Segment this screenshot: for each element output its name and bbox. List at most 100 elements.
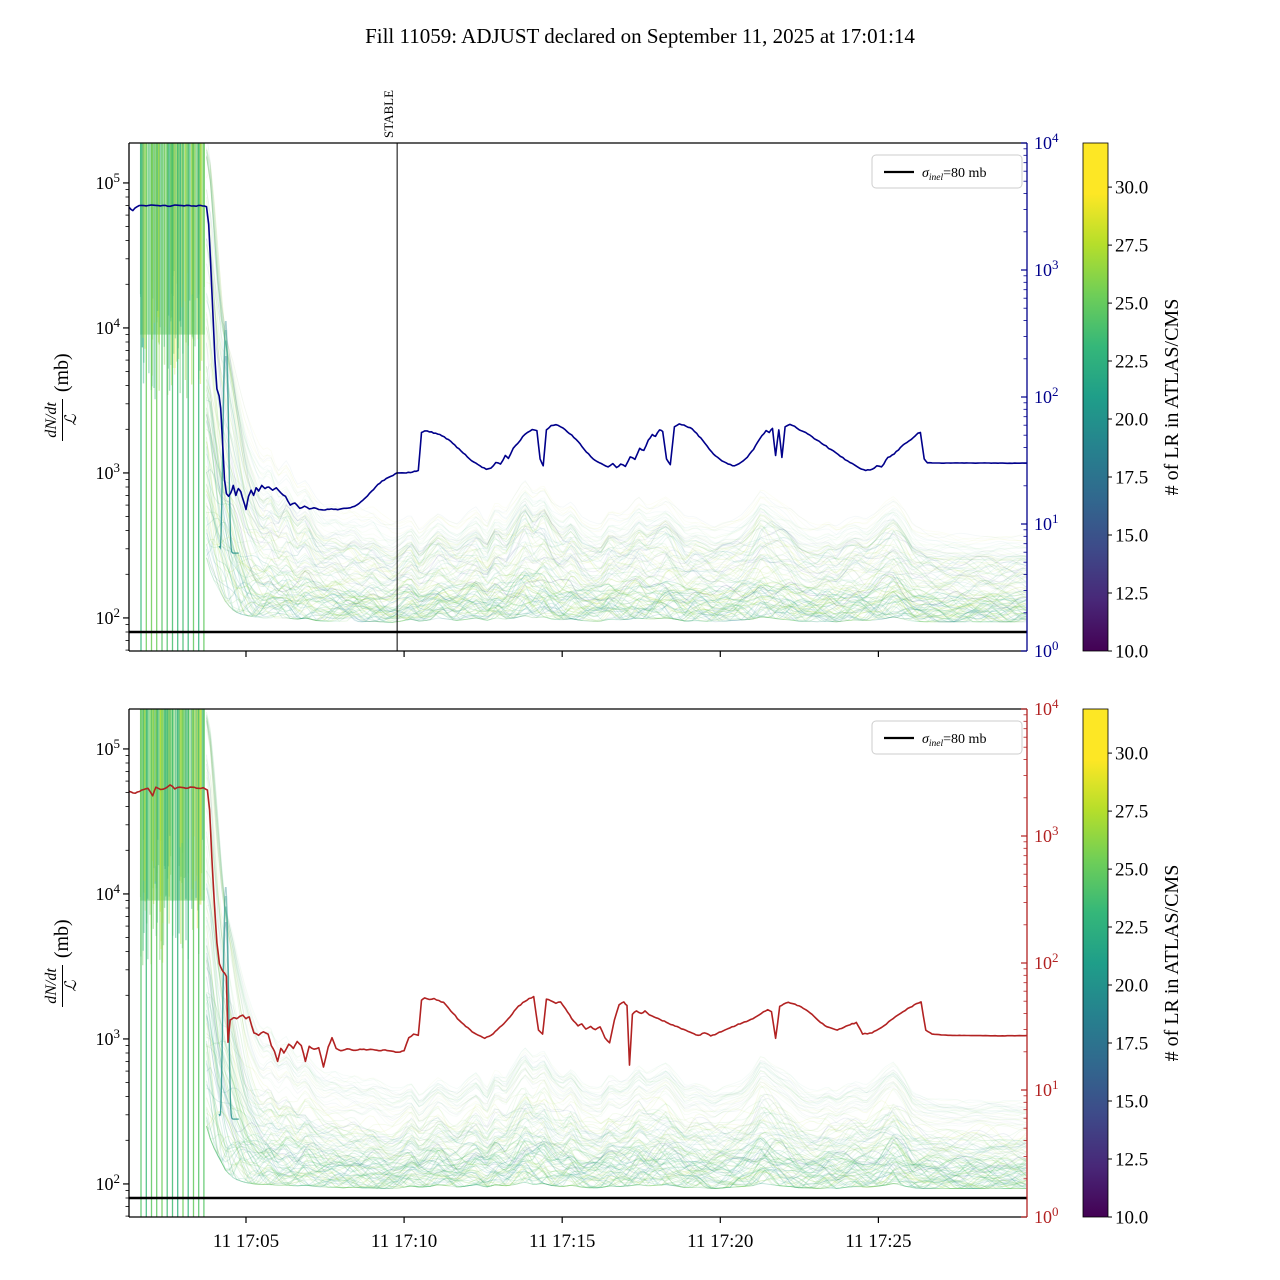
band-strand: [206, 300, 1027, 585]
tick-exponent: 3: [114, 1026, 121, 1041]
band-strand: [206, 810, 1027, 1151]
band-strand: [206, 147, 1027, 539]
band-strand: [206, 453, 1027, 614]
band-strand: [206, 408, 1027, 603]
band-strand: [206, 993, 1027, 1177]
colorbar-tick-label: 20.0: [1115, 410, 1148, 431]
band-strand: [206, 489, 1027, 619]
band-strand: [206, 511, 1027, 618]
band-strand: [206, 1110, 1027, 1189]
band-strand: [206, 214, 1027, 583]
band-strand: [206, 712, 1027, 1108]
band-strand: [206, 421, 1027, 617]
band-strand: [206, 557, 1027, 623]
band-strand: [206, 887, 1027, 1157]
band-strand: [206, 150, 1027, 549]
band-strand: [206, 720, 1027, 1127]
band-strand: [206, 1126, 1027, 1189]
x-tick-label: 11 17:15: [529, 1231, 595, 1252]
main-rate-line: [129, 204, 1027, 511]
tick-exponent: 4: [114, 881, 121, 896]
band-strand: [206, 155, 1027, 561]
tick-base: 10: [1034, 953, 1052, 973]
tick-base: 10: [1034, 387, 1052, 407]
band-strand: [206, 882, 1027, 1153]
band-strand: [206, 857, 1027, 1164]
band-strand: [206, 155, 1027, 557]
band-strand: [206, 716, 1027, 1114]
x-tick-label: 11 17:05: [213, 1231, 279, 1252]
band-strand: [206, 717, 1027, 1115]
x-tick-label: 11 17:20: [687, 1231, 753, 1252]
band-strand: [206, 548, 1027, 623]
band-strand: [206, 312, 1027, 588]
tick-exponent: 2: [1052, 384, 1059, 399]
tick-exponent: 5: [114, 170, 121, 185]
band-strand: [206, 1117, 1027, 1189]
band-strand: [206, 887, 1027, 1153]
band-strand: [206, 389, 1027, 607]
main-rate-line: [129, 784, 1027, 1068]
band-strand: [206, 343, 1027, 595]
band-strand: [206, 714, 1027, 1112]
band-strand: [206, 758, 1027, 1150]
legend-subscript: inel: [929, 173, 944, 183]
band-strand: [206, 1014, 1027, 1174]
legend: σinel=80 mb: [871, 154, 1023, 189]
band-strand: [206, 326, 1027, 603]
legend: σinel=80 mb: [871, 720, 1023, 755]
band-strand: [206, 999, 1027, 1178]
band-strand: [206, 1111, 1027, 1189]
band-strand: [206, 387, 1027, 609]
band-strand: [206, 148, 1027, 542]
band-strand: [206, 720, 1027, 1127]
band-strand: [206, 157, 1027, 561]
band-strand: [206, 808, 1027, 1153]
band-strand: [206, 557, 1027, 623]
band-strand: [206, 859, 1027, 1160]
band-strand: [206, 189, 1027, 566]
band-strand: [206, 238, 1027, 575]
tick-base: 10: [1034, 699, 1052, 719]
band-strand: [206, 1043, 1027, 1189]
band-strand: [206, 532, 1027, 623]
band-strand: [206, 1066, 1027, 1189]
band-strand: [206, 494, 1027, 623]
band-strand: [206, 220, 1027, 576]
band-strand: [206, 468, 1027, 621]
tick-base: 10: [1034, 133, 1052, 153]
tick-exponent: 3: [1052, 257, 1059, 272]
band-strand: [206, 883, 1027, 1157]
legend-sigma: σ: [922, 166, 930, 181]
band-strand: [206, 1097, 1027, 1189]
colorbar-bar: [1082, 708, 1109, 1218]
band-strand: [206, 1084, 1027, 1183]
band-strand: [206, 1126, 1027, 1189]
transition-spike: [218, 906, 239, 1120]
band-strand: [206, 967, 1027, 1178]
band-strand: [206, 148, 1027, 546]
colorbar-tick-label: 12.5: [1115, 584, 1148, 605]
band-strand: [206, 411, 1027, 602]
top-panel: 102103104105100101102103104STABLEσinel=8…: [96, 90, 1184, 663]
band-strand: [206, 711, 1027, 1107]
band-strand: [206, 437, 1027, 623]
band-strand: [206, 1120, 1027, 1189]
colorbar-tick-label: 15.0: [1115, 526, 1148, 547]
band-strand: [206, 428, 1027, 614]
band-strand: [206, 197, 1027, 576]
band-strand: [206, 157, 1027, 561]
tick-base: 10: [1034, 514, 1052, 534]
band-strand: [206, 441, 1027, 611]
band-strand: [206, 952, 1027, 1180]
right-tick-label: 103: [1034, 823, 1059, 846]
band-strand: [206, 1051, 1027, 1185]
band-strand: [206, 716, 1027, 1109]
band-strand: [206, 718, 1027, 1123]
band-strand: [206, 157, 1027, 561]
band-strand: [207, 143, 1027, 571]
band-strand: [206, 1112, 1027, 1189]
band-strand: [206, 379, 1027, 604]
band-strand: [206, 342, 1027, 597]
